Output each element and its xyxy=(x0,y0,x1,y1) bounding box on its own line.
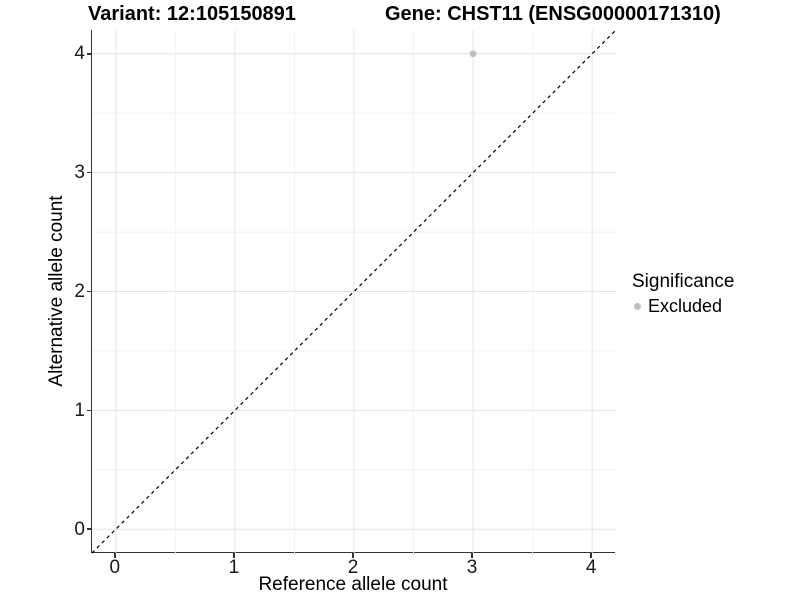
x-tick-label: 2 xyxy=(347,557,359,578)
legend-item-excluded: Excluded xyxy=(630,296,734,317)
x-tick-mark xyxy=(352,553,354,558)
y-tick-mark xyxy=(86,53,91,55)
legend-item-label: Excluded xyxy=(648,296,723,316)
x-tick-label: 1 xyxy=(228,557,240,578)
x-tick-mark xyxy=(471,553,473,558)
x-tick-label: 0 xyxy=(109,557,121,578)
identity-line xyxy=(91,29,617,554)
x-tick-label: 3 xyxy=(466,557,478,578)
y-tick-label: 4 xyxy=(74,43,85,65)
x-tick-label: 4 xyxy=(585,557,597,578)
y-tick-label: 2 xyxy=(74,281,85,302)
y-tick-label: 1 xyxy=(74,399,85,421)
x-tick-mark xyxy=(114,553,116,558)
x-tick-mark xyxy=(590,553,592,558)
plot-panel xyxy=(91,29,617,554)
y-tick-mark xyxy=(86,290,91,293)
x-axis-title: Reference allele count xyxy=(258,574,448,595)
plot-title-variant: Variant: 12:105150891 xyxy=(88,3,296,25)
legend-title: Significance xyxy=(632,271,735,292)
plot-title-gene: Gene: CHST11 (ENSG00000171310) xyxy=(385,3,721,25)
y-tick-mark xyxy=(86,171,91,174)
y-tick-label: 0 xyxy=(74,518,85,540)
legend: Significance Excluded xyxy=(630,271,734,317)
plot-svg xyxy=(91,29,617,554)
legend-dot-icon xyxy=(634,303,641,310)
data-point xyxy=(469,50,477,58)
x-tick-mark xyxy=(233,553,235,558)
y-tick-mark xyxy=(86,409,91,412)
y-tick-mark xyxy=(86,528,91,530)
y-tick-label: 3 xyxy=(74,162,85,184)
